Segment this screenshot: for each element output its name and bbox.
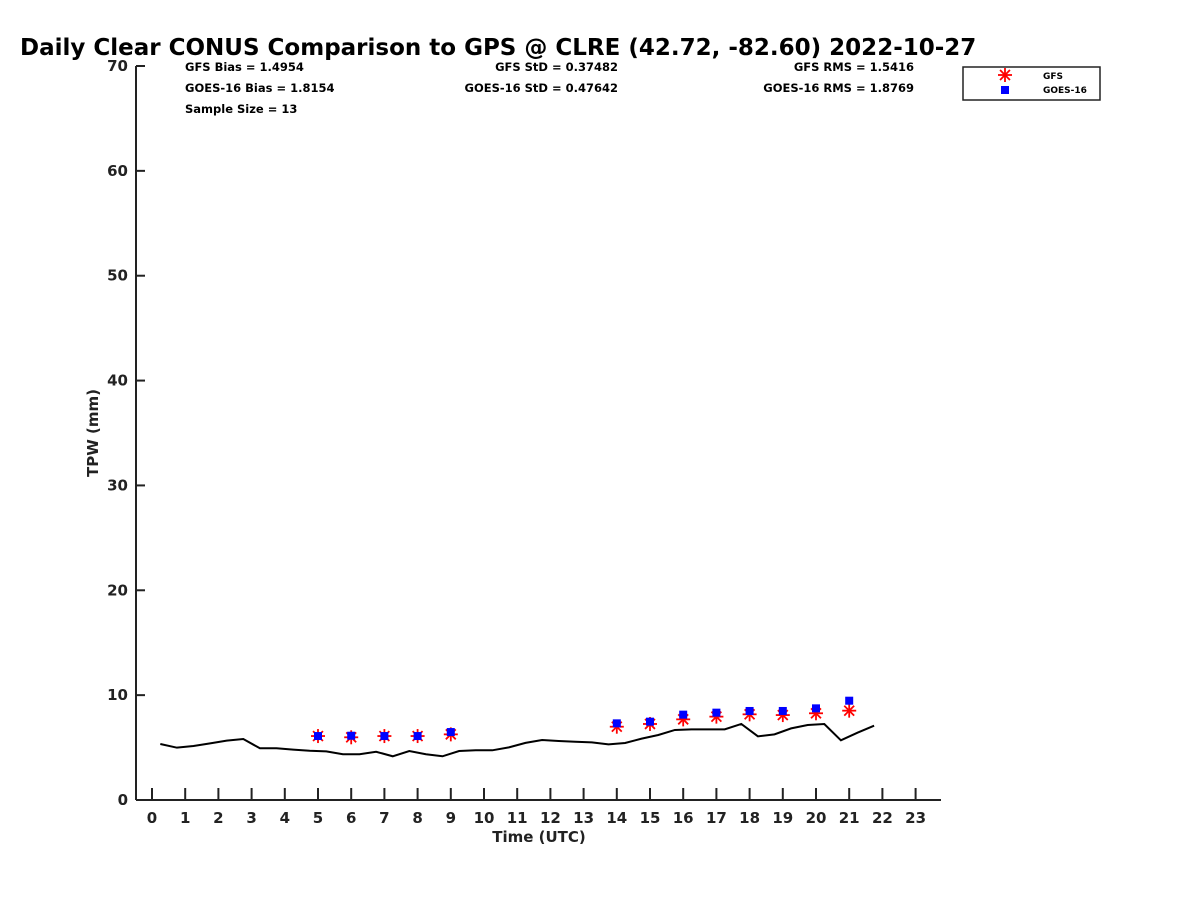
goes-point bbox=[380, 732, 389, 741]
goes-point bbox=[446, 728, 455, 737]
goes-square-icon bbox=[1001, 86, 1009, 94]
y-tick-label: 10 bbox=[107, 686, 128, 704]
x-tick-label: 0 bbox=[147, 809, 157, 827]
x-tick-label: 19 bbox=[772, 809, 793, 827]
x-tick-label: 1 bbox=[180, 809, 190, 827]
gfs-rms-stat: GFS RMS = 1.5416 bbox=[794, 60, 914, 74]
goes-point bbox=[314, 732, 322, 741]
x-tick-label: 14 bbox=[606, 809, 627, 827]
y-tick-label: 20 bbox=[107, 581, 128, 599]
goes-point bbox=[612, 719, 621, 728]
y-axis-label: TPW (mm) bbox=[84, 389, 102, 477]
y-tick-label: 40 bbox=[107, 372, 128, 390]
x-tick-label: 17 bbox=[706, 809, 727, 827]
legend-box bbox=[962, 66, 1101, 101]
y-tick-label: 60 bbox=[107, 162, 128, 180]
goes-point bbox=[646, 717, 654, 726]
gfs-point bbox=[842, 703, 857, 718]
x-tick-label: 12 bbox=[540, 809, 561, 827]
y-ticks: 0 10 20 30 40 50 60 70 bbox=[107, 57, 145, 809]
goes-point bbox=[413, 732, 422, 741]
legend: GFS GOES-16 bbox=[962, 66, 1101, 101]
gfs-std-stat: GFS StD = 0.37482 bbox=[495, 60, 618, 74]
x-tick-label: 4 bbox=[280, 809, 290, 827]
x-tick-label: 10 bbox=[474, 809, 495, 827]
gfs-bias-stat: GFS Bias = 1.4954 bbox=[185, 60, 304, 74]
x-tick-label: 5 bbox=[313, 809, 323, 827]
legend-goes-label: GOES-16 bbox=[1043, 86, 1087, 96]
x-tick-label: 7 bbox=[379, 809, 389, 827]
y-tick-label: 70 bbox=[107, 57, 128, 75]
sample-size-stat: Sample Size = 13 bbox=[185, 102, 297, 116]
x-tick-label: 23 bbox=[905, 809, 926, 827]
x-tick-label: 20 bbox=[806, 809, 827, 827]
data-marks bbox=[160, 696, 875, 758]
chart-title: Daily Clear CONUS Comparison to GPS @ CL… bbox=[20, 35, 976, 61]
x-tick-label: 13 bbox=[573, 809, 594, 827]
goes-std-stat: GOES-16 StD = 0.47642 bbox=[465, 81, 618, 95]
x-tick-label: 9 bbox=[446, 809, 456, 827]
x-axis-label: Time (UTC) bbox=[492, 828, 586, 846]
x-tick-label: 2 bbox=[213, 809, 223, 827]
x-tick-label: 6 bbox=[346, 809, 356, 827]
goes-point bbox=[712, 708, 721, 717]
goes-point bbox=[845, 696, 854, 705]
goes-point bbox=[745, 706, 754, 715]
goes-point bbox=[812, 704, 820, 713]
x-tick-label: 8 bbox=[412, 809, 422, 827]
y-tick-label: 0 bbox=[118, 791, 128, 809]
goes-point bbox=[778, 706, 787, 715]
x-ticks: 0 1 2 3 4 5 6 7 8 9 10 11 12 13 14 15 16 17 18 19 20 21 22 23 bbox=[147, 788, 926, 827]
gps-series-line bbox=[160, 722, 875, 758]
goes-bias-stat: GOES-16 Bias = 1.8154 bbox=[185, 81, 334, 95]
x-tick-label: 21 bbox=[839, 809, 860, 827]
y-tick-label: 50 bbox=[107, 267, 128, 285]
gfs-asterisk-icon bbox=[998, 68, 1012, 82]
x-tick-label: 16 bbox=[673, 809, 694, 827]
goes-rms-stat: GOES-16 RMS = 1.8769 bbox=[763, 81, 914, 95]
axes bbox=[135, 66, 941, 801]
x-tick-label: 15 bbox=[640, 809, 661, 827]
asterisk-stroke bbox=[999, 69, 1011, 81]
x-tick-label: 18 bbox=[739, 809, 760, 827]
goes-point bbox=[679, 710, 688, 719]
x-tick-label: 22 bbox=[872, 809, 893, 827]
asterisk-stroke bbox=[843, 705, 855, 717]
y-tick-label: 30 bbox=[107, 476, 128, 494]
goes-point bbox=[347, 731, 356, 740]
legend-asterisk bbox=[998, 68, 1012, 82]
legend-gfs-label: GFS bbox=[1043, 72, 1063, 82]
x-tick-label: 11 bbox=[507, 809, 528, 827]
x-tick-label: 3 bbox=[246, 809, 256, 827]
